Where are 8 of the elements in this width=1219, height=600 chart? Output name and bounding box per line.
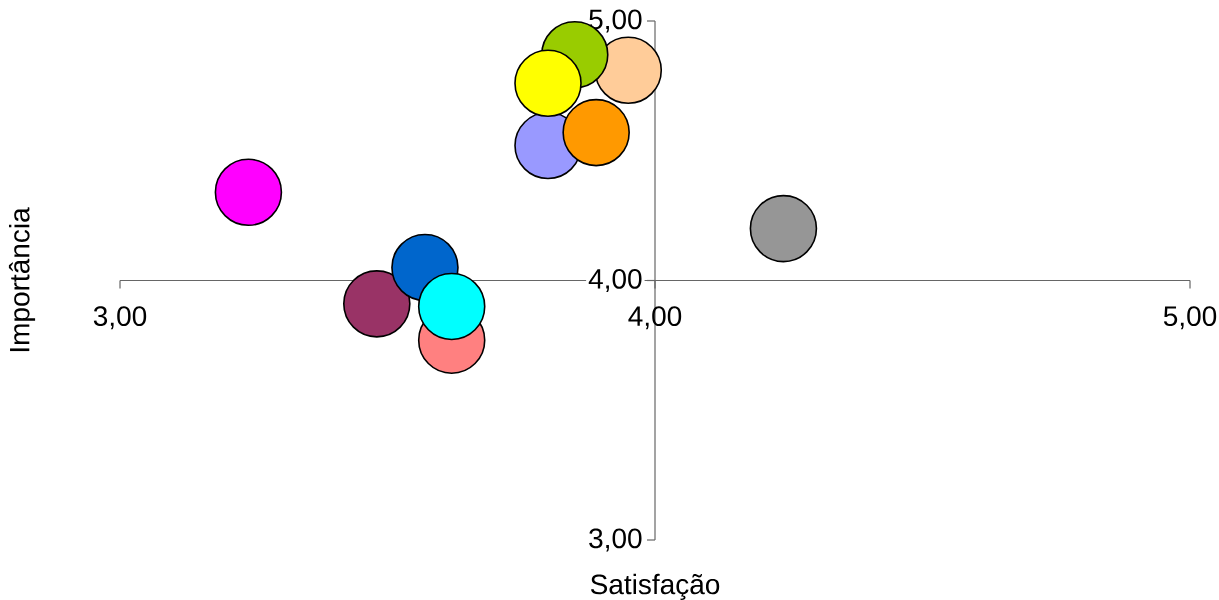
x-tick-label: 3,00 — [93, 306, 147, 330]
y-tick-label: 3,00 — [589, 528, 642, 552]
x-tick-label: 4,00 — [628, 306, 682, 330]
y-axis-title: Importância — [8, 207, 36, 352]
x-tick-label: 5,00 — [1163, 306, 1217, 330]
x-axis-title: Satisfação — [590, 573, 720, 600]
y-tick-label: 4,00 — [588, 268, 642, 293]
y-tick-label: 5,00 — [589, 9, 642, 33]
